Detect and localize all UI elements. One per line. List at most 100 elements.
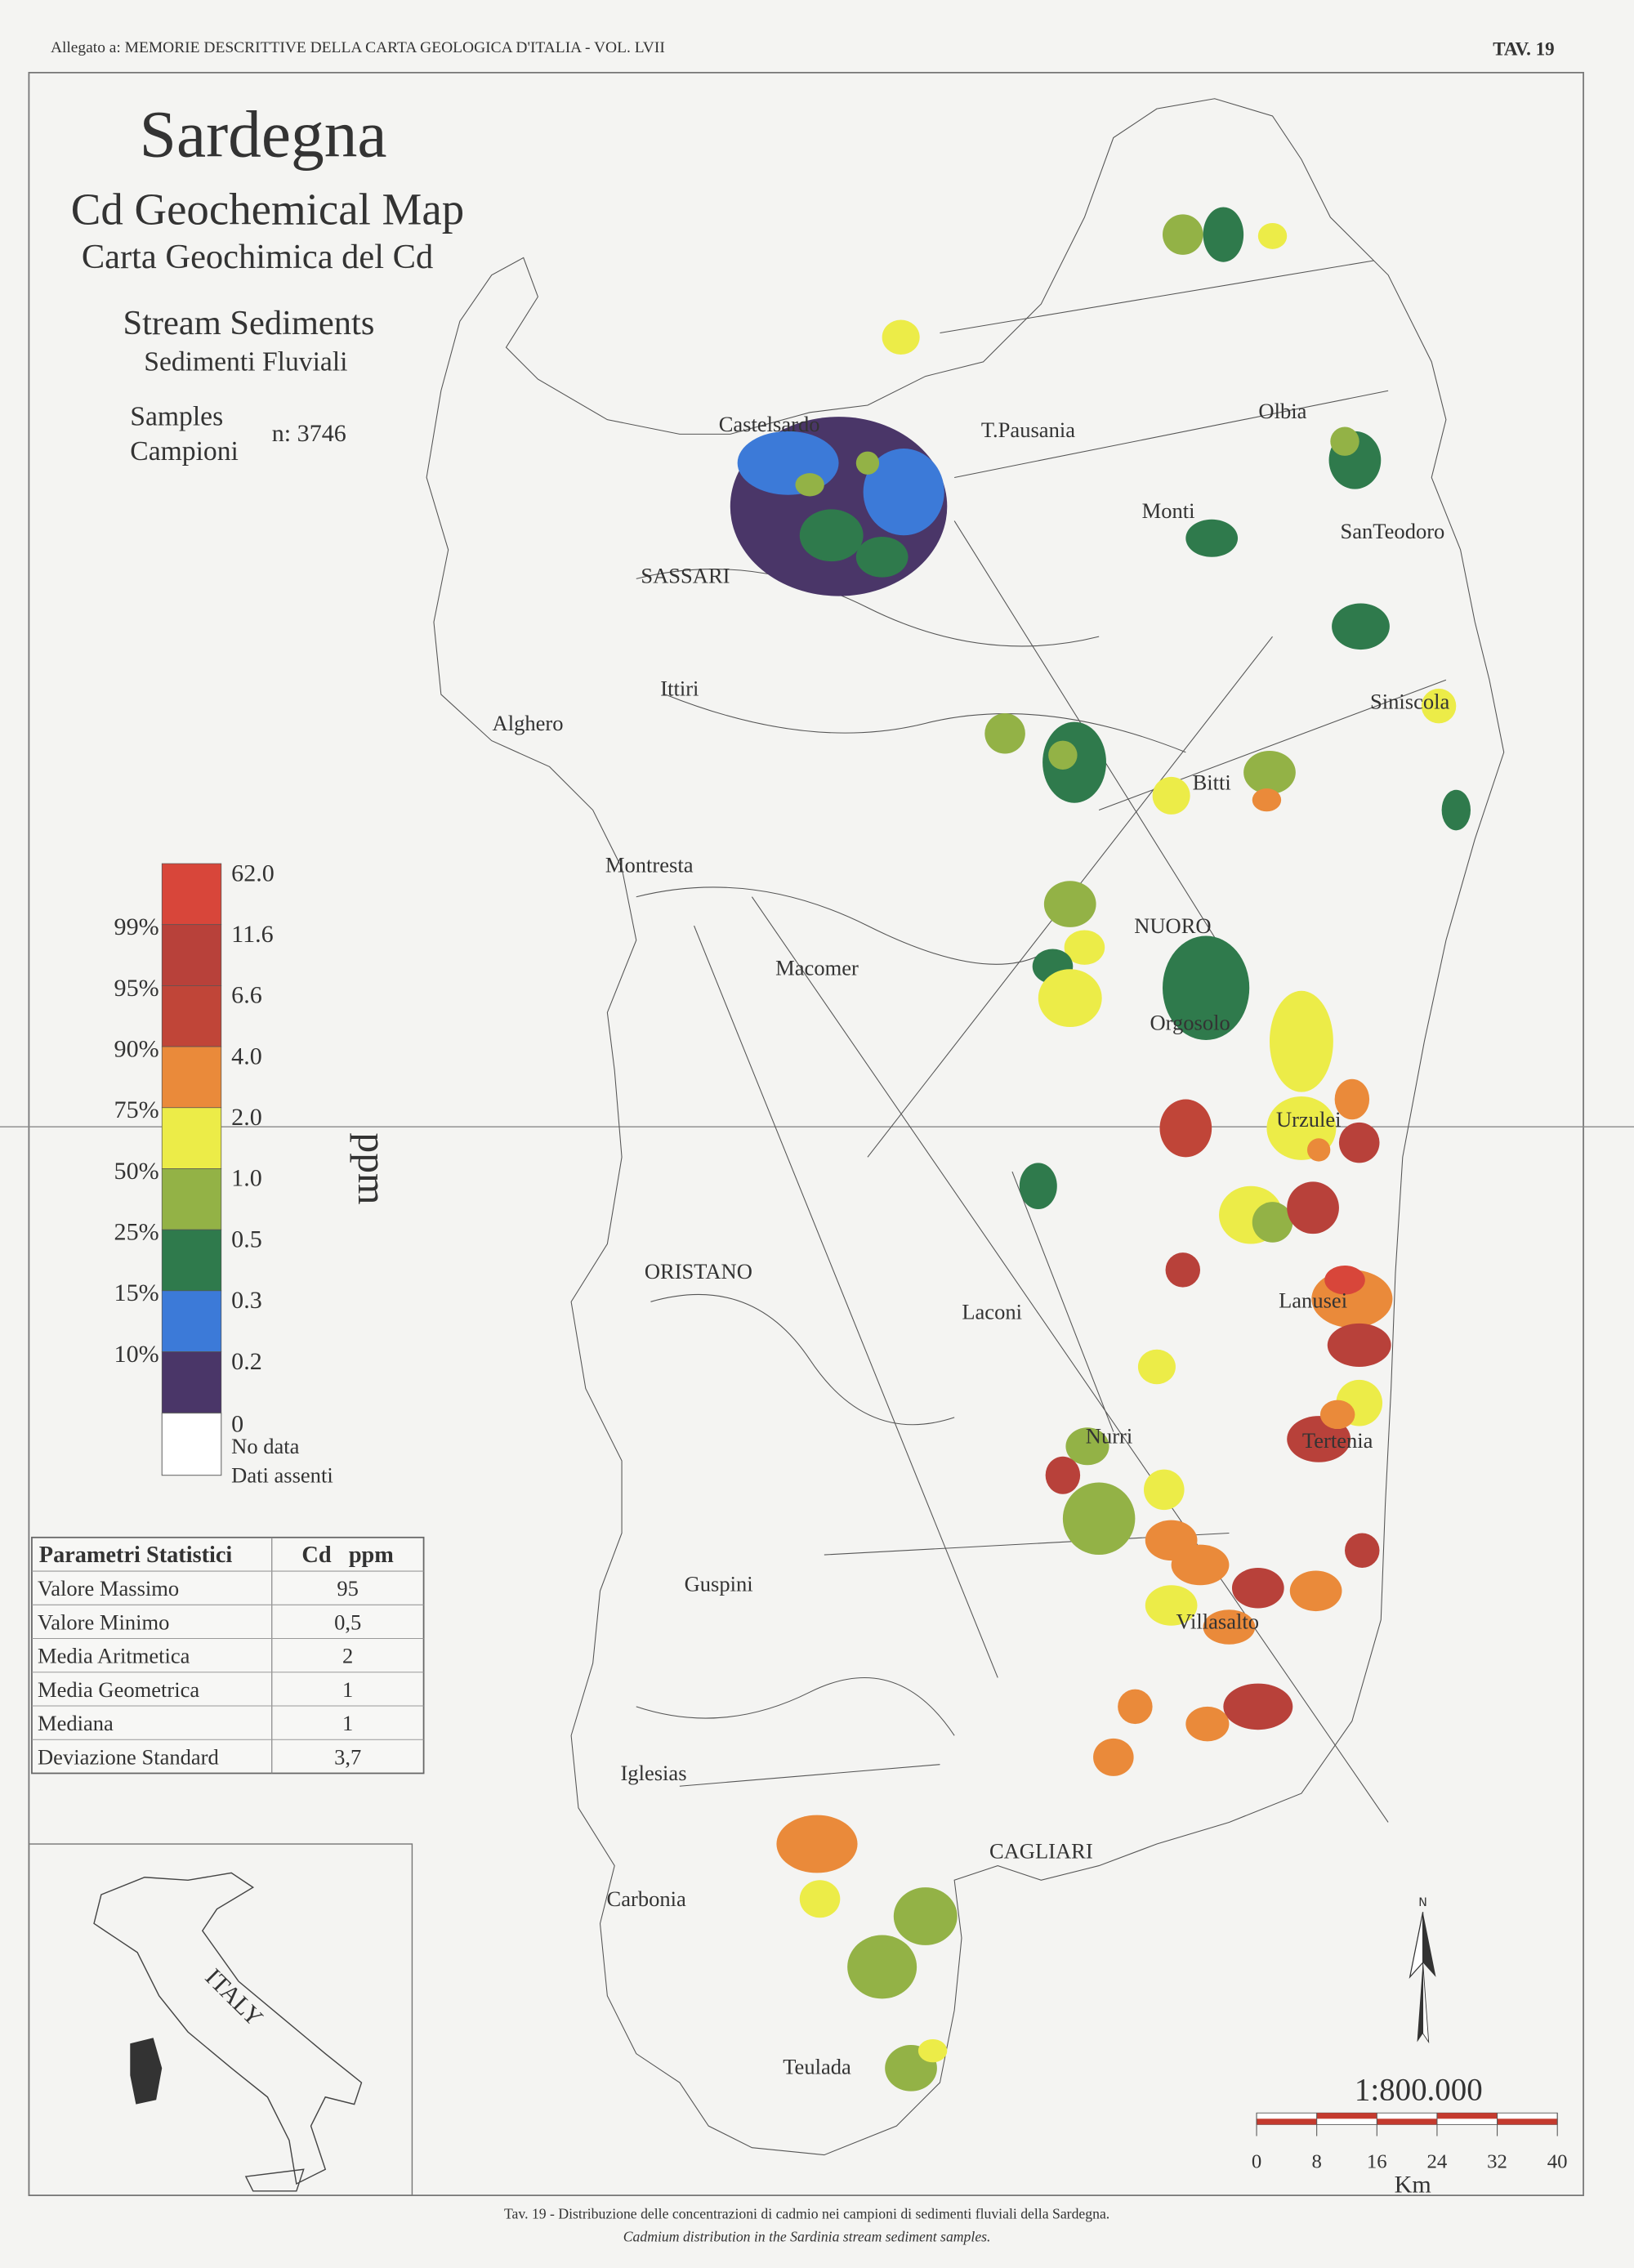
caption-italian: Tav. 19 - Distribuzione delle concentraz… [504,2205,1109,2221]
concentration-area [855,537,909,578]
fault-line [1011,1171,1114,1432]
place-label: T.Pausania [981,417,1075,442]
place-label: Carbonia [607,1886,686,1911]
place-label: Urzulei [1276,1107,1342,1132]
concentration-area [1065,1427,1109,1466]
samples-label-it: Campioni [130,436,239,467]
concentration-area [1137,1349,1176,1385]
place-label: Villasalto [1176,1609,1259,1633]
samples-label-en: Samples [130,402,223,432]
concentration-area [776,1815,858,1873]
statistics-table: Parametri Statistici Cd ppm Valore Massimo… [31,1536,425,1775]
table-row: Deviazione Standard 3,7 [38,1744,361,1769]
place-labels: Castelsardo T.Pausania Olbia Monti SanTeodor… [493,399,1450,2079]
legend-swatch [161,985,222,1047]
legend-value-label: 1.0 [231,1164,262,1192]
table-row: Valore Minimo 0,5 [38,1609,361,1634]
table-row: Media Geometrica 1 [38,1677,353,1702]
concentration-area [1043,881,1096,927]
geologic-contact [650,1293,955,1426]
medium-en: Stream Sediments [123,304,374,342]
stat-name: Deviazione Standard [38,1744,219,1769]
concentration-area [1223,1683,1293,1730]
stat-value: 1 [342,1677,353,1702]
concentration-area [1145,1585,1198,1626]
concentration-area [1319,1400,1355,1430]
concentration-area [1252,1202,1293,1243]
inset-frame [28,1843,413,2196]
concentration-area [1327,1323,1391,1367]
place-label: Siniscola [1370,690,1450,714]
legend-percentile-label: 25% [114,1218,159,1246]
scale-tick-label: 32 [1487,2150,1507,2172]
concentration-area [1307,1138,1331,1162]
geologic-contact [636,886,1042,965]
stat-value: 3,7 [334,1744,361,1769]
map-frame [28,72,1584,2196]
place-label: Nurri [1086,1424,1132,1449]
concentration-area [1231,1567,1284,1609]
concentration-area [1093,1738,1134,1776]
concentration-area [1269,990,1333,1092]
concentration-area [1203,207,1244,262]
place-label: ORISTANO [645,1259,752,1284]
legend-value-label: 2.0 [231,1103,262,1131]
scale-bar-segment [1497,2118,1558,2125]
concentration-area [847,1935,917,1999]
concentration-area [1421,688,1457,724]
north-arrow: N [1409,1896,1436,2044]
concentration-area [863,449,944,536]
samples-count: n: 3746 [272,419,346,447]
concentration-area [799,1880,841,1918]
table-row: Valore Massimo 95 [38,1576,359,1601]
place-label: Tertenia [1302,1428,1373,1453]
fault-line [751,896,1389,1823]
plate-number: TAV. 19 [1493,39,1554,60]
concentration-area [893,1887,958,1945]
scale-tick-label: 8 [1311,2150,1321,2172]
stat-value: 95 [337,1576,359,1601]
stat-value: 2 [342,1644,353,1668]
place-label: Laconi [962,1300,1022,1324]
place-label: SASSARI [641,564,730,588]
legend-swatch [161,1290,222,1352]
concentration-area [1332,603,1390,650]
stat-name: Media Aritmetica [38,1644,190,1668]
legend-no-data-swatch [161,1413,222,1476]
scale-ratio: 1:800.000 [1355,2072,1483,2107]
concentration-area [1019,1163,1057,1210]
fault-line [940,260,1374,333]
concentration-area [1330,426,1359,456]
table-row: Media Aritmetica 2 [38,1644,353,1668]
concentration-area [1257,222,1288,249]
concentration-area [1345,1533,1380,1568]
place-label: NUORO [1134,913,1211,938]
place-label: Alghero [493,711,564,735]
place-label: SanTeodoro [1341,519,1445,543]
concentration-areas [730,207,1471,2092]
geologic-contact [636,569,1100,647]
north-arrow-label: N [1418,1896,1427,1909]
caption-english: Cadmium distribution in the Sardinia str… [623,2229,991,2245]
place-label: Guspini [685,1571,753,1596]
concentration-area [1144,1469,1185,1511]
legend-percentile-label: 99% [114,913,159,940]
legend-value-label: 0 [231,1410,243,1438]
legend-percentile-label: 10% [114,1340,159,1368]
legend-no-data-en: No data [231,1434,299,1458]
legend-percentile-label: 95% [114,974,159,1002]
stat-value: 1 [342,1711,353,1735]
concentration-area [855,451,880,475]
place-label: Castelsardo [719,412,820,436]
map-title-en: Cd Geochemical Map [71,185,464,234]
concentration-area [1163,214,1203,255]
scale-tick-label: 0 [1252,2150,1261,2172]
concentration-area [917,2038,948,2063]
legend-value-label: 62.0 [231,859,275,886]
place-label: Lanusei [1279,1288,1347,1312]
concentration-area [1334,1078,1370,1120]
concentration-area [1048,740,1078,770]
legend-value-label: 4.0 [231,1042,262,1069]
table-border [31,1536,425,1775]
